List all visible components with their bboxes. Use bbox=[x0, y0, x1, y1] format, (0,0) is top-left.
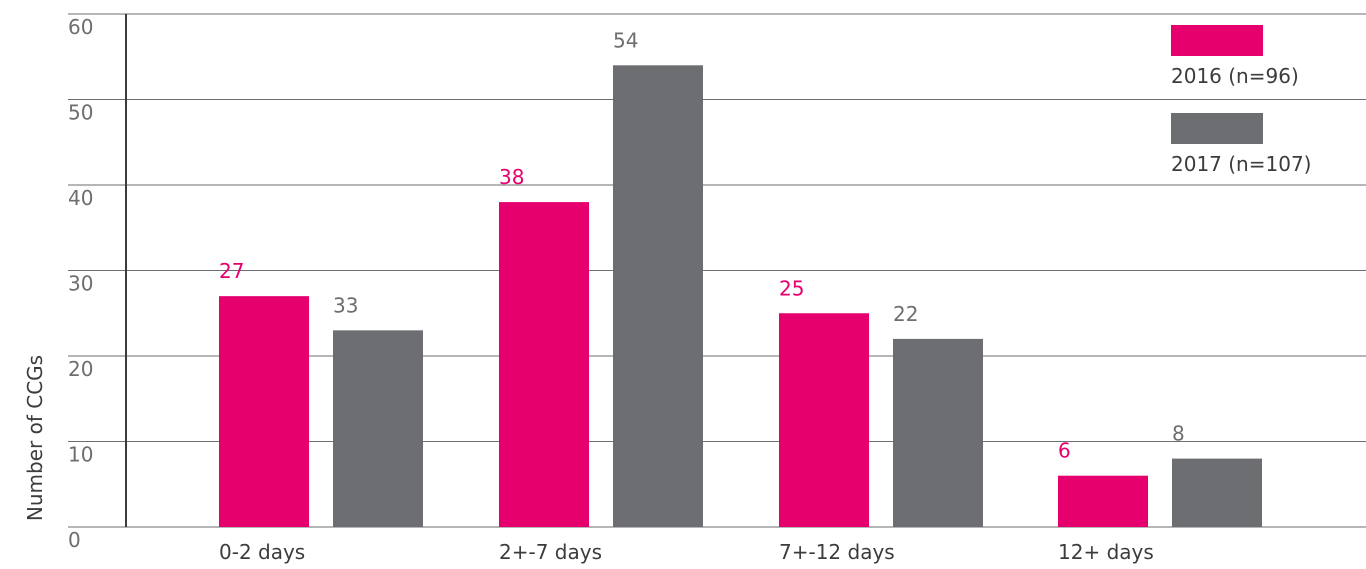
data-label: 6 bbox=[1058, 439, 1071, 463]
data-label: 54 bbox=[613, 28, 638, 52]
legend-swatch bbox=[1171, 113, 1263, 144]
legend-swatch bbox=[1171, 25, 1263, 56]
legend-label: 2017 (n=107) bbox=[1171, 152, 1311, 176]
data-label: 38 bbox=[499, 165, 524, 189]
data-labels: 27 33 38 54 25 22 6 8 bbox=[219, 28, 1185, 462]
category-label: 0-2 days bbox=[219, 540, 305, 564]
category-labels: 0-2 days 2+-7 days 7+-12 days 12+ days bbox=[219, 540, 1154, 564]
data-label: 25 bbox=[779, 276, 804, 300]
data-label: 22 bbox=[893, 302, 918, 326]
category-label: 2+-7 days bbox=[499, 540, 602, 564]
bar bbox=[779, 313, 869, 527]
y-tick-label: 0 bbox=[68, 528, 81, 552]
bar bbox=[613, 65, 703, 528]
y-tick-label: 20 bbox=[68, 357, 93, 381]
data-label: 8 bbox=[1172, 422, 1185, 446]
y-tick-label: 30 bbox=[68, 272, 93, 296]
bar bbox=[219, 296, 309, 527]
y-tick-labels: 0 10 20 30 40 50 60 bbox=[68, 15, 93, 552]
y-tick-label: 60 bbox=[68, 15, 93, 39]
y-tick-label: 40 bbox=[68, 186, 93, 210]
bar bbox=[893, 338, 983, 527]
bar bbox=[1172, 458, 1262, 527]
bar bbox=[499, 202, 589, 527]
category-label: 7+-12 days bbox=[779, 540, 895, 564]
bar bbox=[333, 330, 423, 527]
y-axis-title: Number of CCGs bbox=[23, 355, 47, 521]
y-tick-label: 10 bbox=[68, 443, 93, 467]
y-tick-label: 50 bbox=[68, 101, 93, 125]
category-label: 12+ days bbox=[1058, 540, 1154, 564]
data-label: 27 bbox=[219, 259, 244, 283]
legend-label: 2016 (n=96) bbox=[1171, 64, 1299, 88]
bars bbox=[219, 65, 1262, 528]
bar bbox=[1058, 475, 1148, 527]
data-label: 33 bbox=[333, 293, 358, 317]
legend: 2016 (n=96) 2017 (n=107) bbox=[1171, 25, 1311, 176]
